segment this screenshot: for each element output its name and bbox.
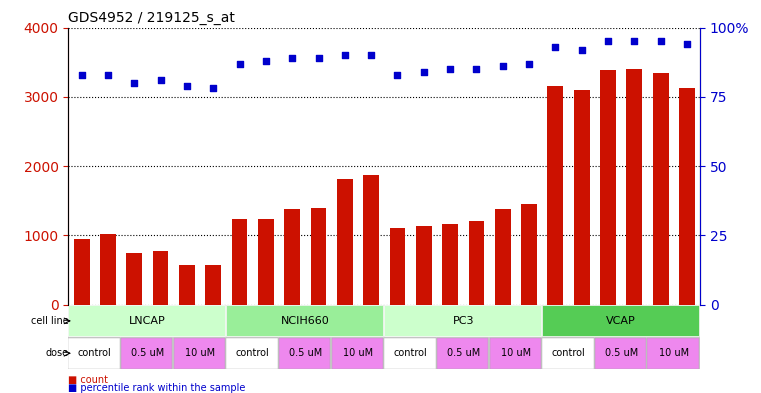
Text: 0.5 uM: 0.5 uM xyxy=(288,348,322,358)
Bar xyxy=(469,221,484,305)
Bar xyxy=(679,88,695,305)
Bar xyxy=(416,226,431,305)
Point xyxy=(234,61,246,67)
Point xyxy=(128,80,140,86)
Point xyxy=(313,55,325,61)
FancyBboxPatch shape xyxy=(489,338,541,369)
FancyBboxPatch shape xyxy=(384,305,541,336)
Bar xyxy=(574,90,590,305)
Text: VCAP: VCAP xyxy=(607,316,636,326)
Bar xyxy=(258,219,274,305)
Bar xyxy=(153,251,168,305)
Bar xyxy=(495,209,511,305)
FancyBboxPatch shape xyxy=(68,338,119,369)
Point xyxy=(154,77,167,83)
FancyBboxPatch shape xyxy=(68,305,225,336)
Bar xyxy=(547,86,563,305)
Bar xyxy=(626,69,642,305)
FancyBboxPatch shape xyxy=(227,338,278,369)
Bar xyxy=(337,179,352,305)
Bar xyxy=(600,70,616,305)
FancyBboxPatch shape xyxy=(595,338,646,369)
Point xyxy=(418,69,430,75)
Bar xyxy=(285,209,300,305)
Bar xyxy=(100,234,116,305)
Text: control: control xyxy=(393,348,428,358)
Bar xyxy=(310,208,326,305)
Point xyxy=(102,72,114,78)
Text: 10 uM: 10 uM xyxy=(659,348,689,358)
Point xyxy=(181,83,193,89)
Point xyxy=(602,38,614,44)
Text: ■ count: ■ count xyxy=(68,375,109,385)
Point xyxy=(391,72,403,78)
Text: 0.5 uM: 0.5 uM xyxy=(447,348,480,358)
Text: 0.5 uM: 0.5 uM xyxy=(604,348,638,358)
Text: GDS4952 / 219125_s_at: GDS4952 / 219125_s_at xyxy=(68,11,235,25)
Text: NCIH660: NCIH660 xyxy=(281,316,330,326)
Point xyxy=(654,38,667,44)
Text: 10 uM: 10 uM xyxy=(501,348,531,358)
Point xyxy=(207,85,219,92)
Point xyxy=(575,46,587,53)
Text: control: control xyxy=(78,348,112,358)
Text: control: control xyxy=(236,348,269,358)
Point xyxy=(470,66,482,72)
Text: PC3: PC3 xyxy=(453,316,474,326)
FancyBboxPatch shape xyxy=(542,338,594,369)
Point xyxy=(260,58,272,64)
FancyBboxPatch shape xyxy=(279,338,330,369)
Point xyxy=(681,41,693,47)
Bar xyxy=(126,253,142,305)
Point xyxy=(365,52,377,59)
FancyBboxPatch shape xyxy=(437,338,489,369)
FancyBboxPatch shape xyxy=(648,338,699,369)
Bar xyxy=(653,73,669,305)
Text: 10 uM: 10 uM xyxy=(185,348,215,358)
Bar xyxy=(74,239,90,305)
Bar xyxy=(205,265,221,305)
FancyBboxPatch shape xyxy=(121,338,173,369)
Point xyxy=(339,52,351,59)
Bar xyxy=(231,219,247,305)
Bar xyxy=(390,228,406,305)
FancyBboxPatch shape xyxy=(174,338,225,369)
Bar xyxy=(363,175,379,305)
Point xyxy=(444,66,456,72)
Point xyxy=(523,61,535,67)
FancyBboxPatch shape xyxy=(227,305,383,336)
Point xyxy=(286,55,298,61)
FancyBboxPatch shape xyxy=(542,305,699,336)
Text: dose: dose xyxy=(46,348,68,358)
Point xyxy=(497,63,509,70)
Text: LNCAP: LNCAP xyxy=(129,316,166,326)
Bar xyxy=(521,204,537,305)
FancyBboxPatch shape xyxy=(384,338,435,369)
Point xyxy=(549,44,562,50)
Text: 0.5 uM: 0.5 uM xyxy=(131,348,164,358)
FancyBboxPatch shape xyxy=(332,338,383,369)
Text: cell line: cell line xyxy=(30,316,68,326)
Text: ■ percentile rank within the sample: ■ percentile rank within the sample xyxy=(68,383,246,393)
Point xyxy=(75,72,88,78)
Text: control: control xyxy=(552,348,585,358)
Point xyxy=(629,38,641,44)
Bar xyxy=(179,264,195,305)
Bar xyxy=(442,224,458,305)
Text: 10 uM: 10 uM xyxy=(343,348,373,358)
